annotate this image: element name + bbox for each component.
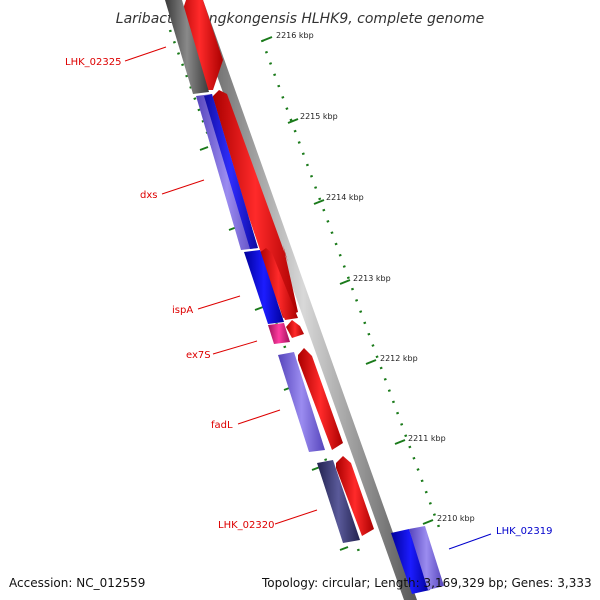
gene-forward-2[interactable] [213, 90, 298, 318]
gene-gray[interactable] [165, 0, 209, 94]
gene-forward-3[interactable] [259, 248, 298, 320]
gene-ispA[interactable] [244, 250, 284, 324]
gene-label-LHK02319[interactable]: LHK_02319 [448, 526, 552, 550]
gene-label-text: dxs [140, 190, 157, 201]
gene-label-text: fadL [211, 420, 233, 431]
gene-ex7S[interactable] [268, 323, 290, 344]
gene-label-text: ispA [172, 305, 193, 316]
gene-fadL[interactable] [278, 352, 325, 452]
gene-label-text: LHK_02319 [496, 526, 552, 537]
gene-label-ex7S[interactable]: ex7S [186, 340, 258, 361]
gene-label-text: LHK_02320 [218, 520, 274, 531]
gene-labels: LHK_02325 dxs ispA ex7S fadL LHK_02320 L… [65, 46, 552, 550]
gene-LHK02320[interactable] [317, 460, 360, 543]
gene-dxs-inner [204, 94, 258, 249]
gene-forward-5[interactable] [298, 348, 343, 450]
gene-LHK02319-a[interactable] [391, 529, 430, 594]
tick-label: 2215 kbp [300, 112, 338, 121]
tick-label: 2213 kbp [353, 274, 391, 283]
forward-genes [176, 0, 374, 536]
tick-label: 2210 kbp [437, 514, 475, 523]
tick-2210: 2210 kbp [422, 514, 475, 525]
tick-2213: 2213 kbp [339, 274, 391, 285]
tick-2214: 2214 kbp [313, 193, 364, 205]
gene-label-text: ex7S [186, 350, 211, 361]
gene-label-LHK02325[interactable]: LHK_02325 [65, 46, 167, 68]
gene-label-text: LHK_02325 [65, 57, 121, 68]
accession-text: Accession: NC_012559 [9, 576, 145, 590]
gene-forward-4[interactable] [286, 320, 304, 338]
gene-label-fadL[interactable]: fadL [211, 409, 281, 431]
tick-2216: 2216 kbp [261, 31, 314, 42]
tick-label: 2211 kbp [408, 434, 446, 443]
tick-label: 2216 kbp [276, 31, 314, 40]
tick-marks: 2216 kbp 2215 kbp 2214 kbp 2213 kbp 2212… [261, 31, 475, 525]
tick-2215: 2215 kbp [287, 112, 338, 124]
tick-label: 2214 kbp [326, 193, 364, 202]
tick-2211: 2211 kbp [394, 434, 446, 445]
gene-label-ispA[interactable]: ispA [172, 295, 241, 316]
gene-LHK02319-b[interactable] [409, 526, 444, 590]
reverse-genes [165, 0, 444, 594]
genome-info-text: Topology: circular; Length: 3,169,329 bp… [261, 576, 592, 590]
tick-label: 2212 kbp [380, 354, 418, 363]
genome-backbone [190, 0, 417, 600]
tick-2212: 2212 kbp [365, 354, 418, 365]
gene-label-dxs[interactable]: dxs [140, 179, 205, 201]
gene-forward-6[interactable] [336, 456, 374, 536]
gene-label-LHK02320[interactable]: LHK_02320 [218, 509, 318, 531]
